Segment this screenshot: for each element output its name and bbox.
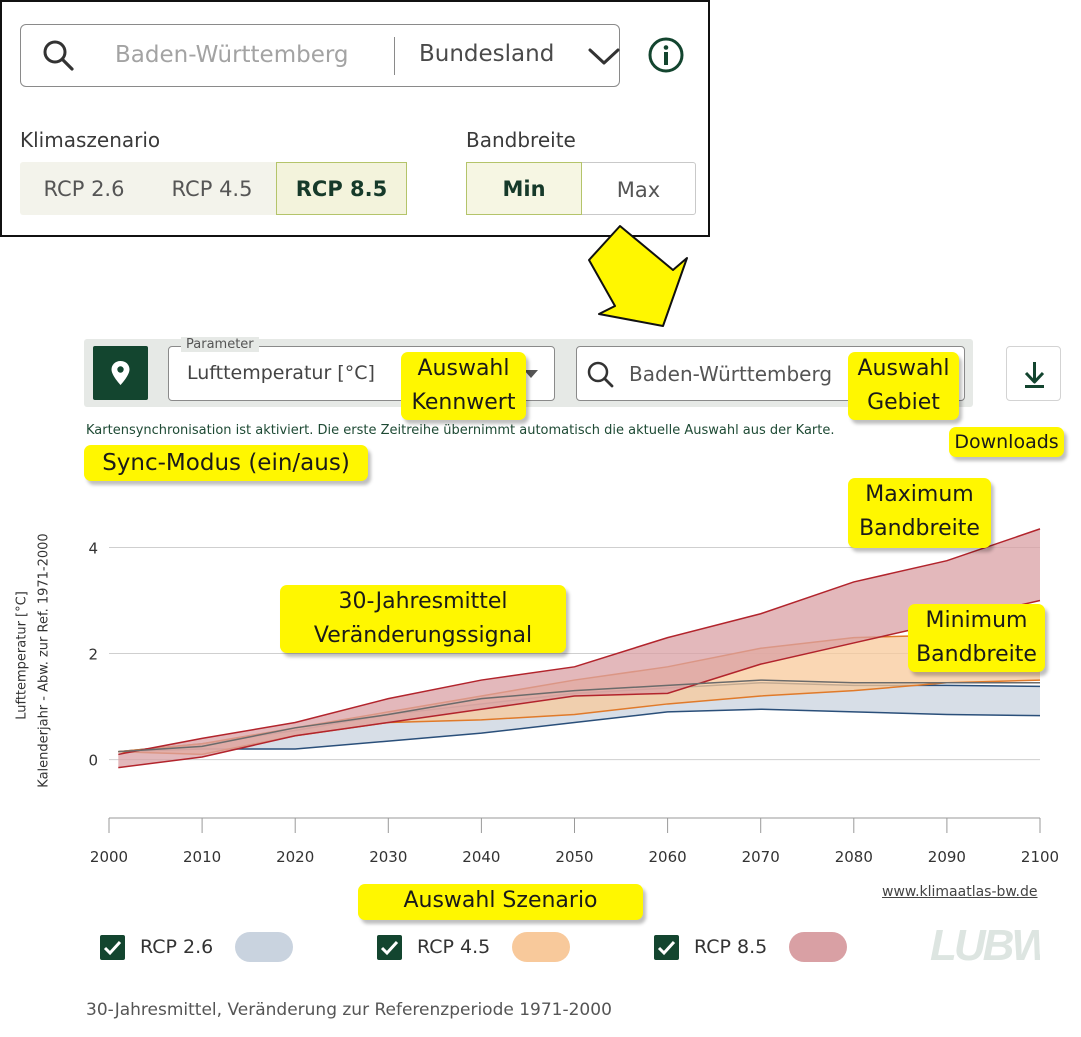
level-select[interactable]: Bundesland: [419, 41, 555, 67]
y-axis-label-1: Lufttemperatur [°C]: [14, 591, 30, 720]
callout-downloads: Downloads: [949, 427, 1064, 457]
svg-text:LUBW: LUBW: [930, 921, 1040, 966]
filter-panel: Baden-Württemberg Bundesland Klimaszenar…: [0, 0, 710, 237]
checkmark-icon: [657, 940, 676, 956]
bandwidth-segmented-control: Min Max: [466, 162, 696, 215]
source-link[interactable]: www.klimaatlas-bw.de: [882, 884, 1038, 900]
callout-sync-modus: Sync-Modus (ein/aus): [84, 445, 368, 481]
callout-minimum-bandbreite: Minimum Bandbreite: [908, 604, 1045, 672]
map-pin-icon: [111, 361, 130, 385]
series-max-line: [118, 528, 1041, 756]
checkbox-rcp26[interactable]: [100, 935, 125, 960]
band-26: [118, 682, 1041, 752]
x-tick-label: 2030: [369, 848, 407, 866]
callout-maximum-bandbreite: Maximum Bandbreite: [848, 478, 991, 548]
x-tick-label: 2000: [90, 848, 128, 866]
scenario-option-rcp85[interactable]: RCP 8.5: [276, 162, 407, 215]
x-tick-label: 2060: [649, 848, 687, 866]
x-tick-label: 2040: [462, 848, 500, 866]
scenario-label: Klimaszenario: [20, 128, 161, 152]
legend-label: RCP 8.5: [694, 936, 768, 958]
y-tick-label: 4: [88, 539, 98, 557]
checkbox-rcp85[interactable]: [654, 935, 679, 960]
sync-toggle-button[interactable]: [93, 346, 148, 400]
legend-swatch: [789, 932, 847, 962]
series-min-line: [118, 599, 1041, 769]
arrow-down-right-icon: [588, 225, 688, 327]
x-tick-label: 2020: [276, 848, 314, 866]
callout-auswahl-kennwert: Auswahl Kennwert: [401, 352, 526, 420]
parameter-value: Lufttemperatur [°C]: [187, 362, 375, 384]
checkmark-icon: [380, 940, 399, 956]
x-tick-label: 2050: [555, 848, 593, 866]
legend-label: RCP 4.5: [417, 936, 491, 958]
divider: [394, 37, 395, 75]
x-tick-label: 2100: [1021, 848, 1059, 866]
band-85: [118, 528, 1041, 768]
y-tick-label: 2: [88, 646, 98, 664]
bandwidth-option-min[interactable]: Min: [466, 162, 582, 215]
region-value: Baden-Württemberg: [629, 362, 833, 386]
scenario-segmented-control: RCP 2.6 RCP 4.5 RCP 8.5: [20, 162, 407, 215]
lubw-logo: LUBW: [930, 921, 1040, 966]
x-tick-label: 2010: [183, 848, 221, 866]
x-tick-label: 2080: [835, 848, 873, 866]
caret-down-icon: [524, 370, 538, 378]
series-min-line: [118, 708, 1041, 753]
chart-footnote: 30-Jahresmittel, Veränderung zur Referen…: [86, 1000, 612, 1020]
download-icon: [1024, 362, 1045, 388]
search-icon: [587, 361, 614, 388]
scenario-option-rcp26[interactable]: RCP 2.6: [43, 176, 125, 201]
scenario-option-rcp45[interactable]: RCP 4.5: [171, 176, 253, 201]
callout-jahresmittel: 30-Jahresmittel Veränderungssignal: [280, 585, 566, 653]
x-tick-label: 2090: [928, 848, 966, 866]
y-axis-label-2: Kalenderjahr - Abw. zur Ref. 1971-2000: [36, 533, 52, 788]
mean-signal-line: [118, 679, 1040, 753]
bandwidth-option-max[interactable]: Max: [616, 177, 661, 202]
region-search-input[interactable]: Baden-Württemberg: [115, 42, 349, 68]
chevron-down-icon[interactable]: [587, 45, 621, 67]
y-tick-label: 0: [88, 752, 98, 770]
sync-status-text: Kartensynchronisation ist aktiviert. Die…: [86, 423, 835, 438]
legend-swatch: [512, 932, 570, 962]
x-tick-label: 2070: [742, 848, 780, 866]
legend-label: RCP 2.6: [140, 936, 214, 958]
callout-auswahl-szenario: Auswahl Szenario: [358, 884, 643, 920]
legend-swatch: [235, 932, 293, 962]
checkbox-rcp45[interactable]: [377, 935, 402, 960]
callout-auswahl-gebiet: Auswahl Gebiet: [848, 352, 959, 420]
info-icon[interactable]: [647, 36, 685, 74]
checkmark-icon: [103, 940, 122, 956]
parameter-legend: Parameter: [181, 337, 259, 352]
search-icon: [43, 40, 74, 71]
region-search-box[interactable]: Baden-Württemberg Bundesland: [20, 24, 620, 87]
bandwidth-label: Bandbreite: [466, 128, 576, 152]
download-button[interactable]: [1006, 346, 1061, 401]
